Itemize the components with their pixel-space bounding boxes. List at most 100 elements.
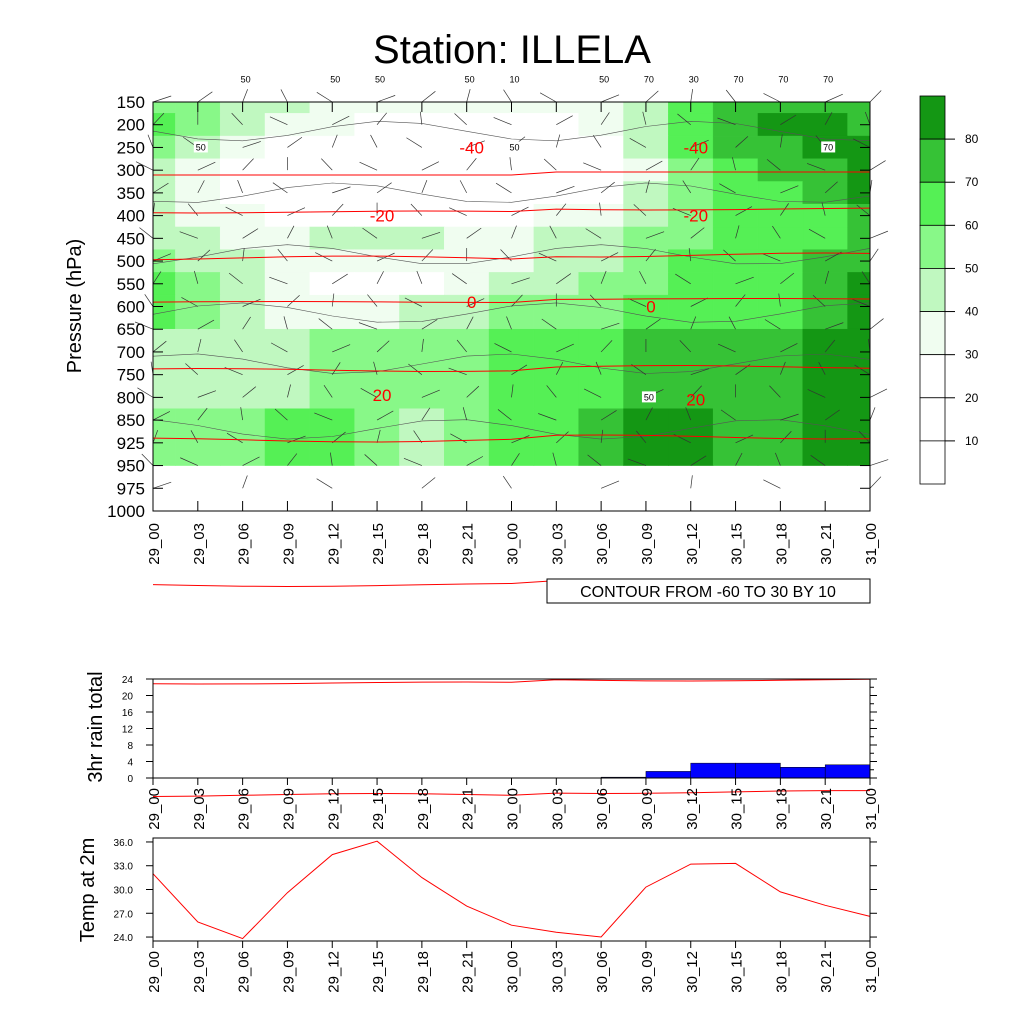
y-tick-label: 450: [117, 229, 145, 248]
wind-barb: [780, 114, 797, 126]
y-tick-label: 925: [117, 434, 145, 453]
humidity-label-text: 70: [823, 74, 833, 84]
rain-x-tick-label: 29_09: [280, 788, 297, 830]
humidity-label: 50: [597, 73, 612, 85]
wind-barb: [763, 93, 781, 103]
temperature-label: -40: [683, 138, 708, 157]
y-tick-label: 600: [117, 298, 145, 317]
wind-barb: [629, 137, 647, 148]
humidity-cell: [444, 294, 490, 330]
wind-barb: [449, 207, 467, 216]
wind-barb: [627, 458, 647, 466]
wind-barb: [852, 298, 871, 307]
wind-barb: [509, 157, 512, 171]
wind-barb: [645, 90, 659, 103]
wind-barb: [645, 160, 663, 171]
wind-barb: [869, 230, 889, 239]
rain-y-tick-label: 4: [127, 758, 133, 769]
humidity-label: 50: [193, 141, 208, 153]
wind-barb: [331, 203, 344, 216]
y-tick-label: 950: [117, 457, 145, 476]
wind-barb: [456, 339, 467, 353]
colorbar-segment: [919, 311, 946, 356]
y-tick-label: 650: [117, 320, 145, 339]
wind-barb: [197, 390, 217, 398]
humidity-cell: [264, 113, 311, 137]
humidity-cell: [757, 408, 804, 466]
wind-barb: [856, 204, 871, 216]
wind-barb: [723, 249, 736, 262]
y-tick-label: 750: [117, 366, 145, 385]
humidity-cell: [802, 113, 848, 137]
humidity-cell: [399, 113, 445, 137]
wind-barb: [825, 93, 843, 103]
wind-barb: [421, 319, 438, 330]
wind-barb: [780, 413, 799, 421]
humidity-cell: [578, 328, 624, 410]
temperature-label: -20: [683, 207, 708, 226]
wind-barb: [628, 298, 647, 307]
temp-x-tick-label: 30_06: [594, 951, 611, 993]
wind-barb: [600, 181, 615, 194]
wind-barb: [690, 157, 700, 171]
x-tick-label: 30_12: [684, 523, 701, 565]
wind-barb: [555, 134, 561, 148]
humidity-cell: [578, 408, 624, 466]
wind-barb: [821, 202, 826, 216]
humidity-cell: [847, 294, 871, 330]
wind-barb: [599, 202, 602, 216]
rain-x-tick-label: 30_09: [639, 788, 656, 830]
wind-barb: [541, 318, 557, 330]
colorbar-label: 50: [965, 261, 979, 275]
wind-barb: [539, 92, 557, 103]
wind-barb: [511, 277, 530, 285]
humidity-cell: [757, 294, 804, 330]
colorbar-segment: [919, 95, 946, 140]
wind-barb: [645, 407, 653, 421]
temp-y-tick-label: 36.0: [114, 838, 134, 849]
wind-barb: [242, 475, 248, 489]
temp-x-tick-label: 30_21: [818, 951, 835, 993]
humidity-cell: [264, 294, 311, 330]
colorbar-segment: [919, 181, 946, 226]
humidity-label: 10: [507, 73, 522, 85]
wind-barb: [645, 318, 661, 330]
wind-barb: [858, 431, 871, 444]
wind-barb: [242, 158, 254, 171]
wind-barb: [197, 161, 216, 171]
x-tick-label: 29_21: [460, 523, 477, 565]
wind-barb: [639, 271, 647, 284]
wind-barb: [135, 161, 154, 171]
wind-barb: [806, 163, 826, 171]
wind-barb: [869, 318, 884, 330]
wind-barb: [685, 407, 692, 421]
humidity-cell: [444, 408, 490, 466]
wind-barb: [225, 206, 243, 216]
wind-barb: [466, 227, 482, 239]
wind-barb: [690, 455, 707, 466]
wind-barb: [690, 88, 693, 103]
humidity-label: 50: [641, 391, 656, 403]
wind-barb: [152, 182, 169, 194]
wind-barb: [600, 112, 610, 125]
rain-x-tick-label: 30_18: [773, 788, 790, 830]
colorbar-segment: [919, 397, 946, 442]
wind-barb: [358, 322, 378, 330]
wind-barb: [824, 409, 840, 421]
wind-barb: [450, 433, 467, 444]
wind-barb: [316, 478, 333, 489]
humidity-cell: [757, 328, 804, 410]
wind-barbs: [134, 88, 889, 489]
humidity-cell: [533, 113, 579, 137]
temp-x-tick-label: 30_12: [684, 951, 701, 993]
temperature-label: 0: [467, 293, 476, 312]
wind-barb: [677, 113, 691, 125]
humidity-label-text: 50: [241, 74, 251, 84]
rain-x-tick-label: 29_03: [191, 788, 208, 830]
wind-barb: [287, 365, 304, 375]
wind-barb: [180, 457, 198, 466]
wind-barb: [330, 452, 333, 466]
wind-barb: [141, 453, 154, 466]
wind-barb: [732, 157, 736, 171]
contour-info-text: CONTOUR FROM -60 TO 30 BY 10: [580, 584, 836, 601]
